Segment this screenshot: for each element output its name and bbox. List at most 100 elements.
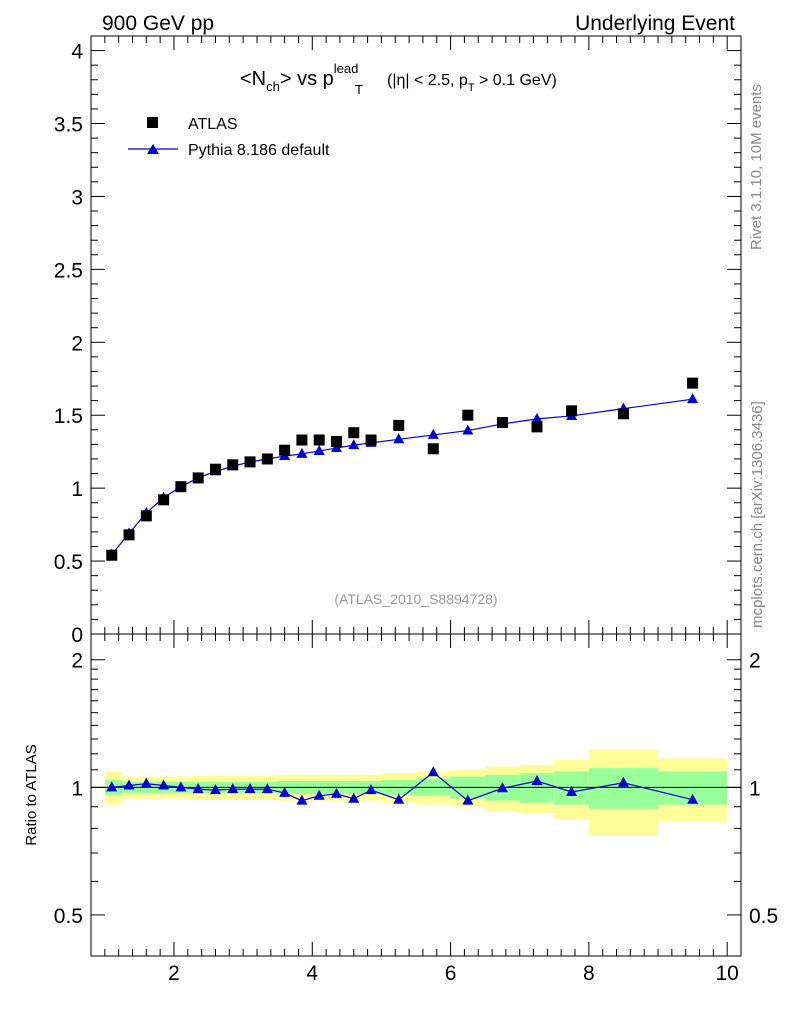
data-point bbox=[227, 459, 239, 471]
mc-point bbox=[296, 447, 308, 458]
main-y-tick-labels: 0 0.5 1 1.5 2 2.5 3 3.5 4 bbox=[54, 41, 84, 647]
ratio-x-tick-label: 10 bbox=[715, 962, 738, 985]
mc-point bbox=[393, 433, 405, 444]
main-y-tick-label: 3.5 bbox=[54, 114, 83, 137]
ratio-mc-point bbox=[158, 779, 170, 790]
data-point bbox=[348, 427, 360, 439]
ratio-mc-point bbox=[462, 794, 474, 805]
data-point bbox=[313, 434, 325, 446]
data-point bbox=[566, 405, 578, 417]
ratio-mc-point bbox=[531, 774, 543, 785]
main-y-tick-label: 2 bbox=[71, 332, 83, 355]
main-axis-ticks bbox=[91, 36, 741, 635]
ratio-mc-point bbox=[261, 783, 273, 794]
ratio-mc-point bbox=[175, 781, 187, 792]
data-point bbox=[123, 529, 135, 541]
mc-point bbox=[313, 444, 325, 455]
ratio-y-tick-label-right: 2 bbox=[749, 650, 761, 673]
title-cond-t-sub: T bbox=[468, 82, 475, 94]
data-point bbox=[393, 419, 405, 431]
legend-atlas-marker bbox=[147, 117, 158, 128]
ratio-mc-point bbox=[566, 785, 578, 796]
ratio-mc-point bbox=[687, 793, 699, 804]
ratio-y-tick-label: 2 bbox=[71, 650, 83, 673]
ratio-mc-point bbox=[227, 783, 239, 794]
legend-pythia-marker bbox=[147, 144, 159, 154]
main-y-tick-label: 0 bbox=[71, 624, 83, 647]
ratio-mc-point bbox=[244, 783, 256, 794]
ratio-x-tick-label: 4 bbox=[306, 962, 318, 985]
ratio-mc-point bbox=[313, 789, 325, 800]
main-y-tick-label: 1 bbox=[71, 478, 83, 501]
ratio-x-tick-label: 6 bbox=[445, 962, 457, 985]
data-point bbox=[261, 453, 273, 465]
header-right-label: Underlying Event bbox=[575, 12, 735, 35]
ratio-mc-point bbox=[496, 782, 508, 793]
data-point bbox=[296, 434, 308, 446]
data-point bbox=[427, 443, 439, 455]
ratio-mc-point bbox=[296, 794, 308, 805]
data-point bbox=[209, 463, 221, 475]
ratio-y-axis-label: Ratio to ATLAS bbox=[23, 744, 40, 845]
ratio-mc-point bbox=[192, 783, 204, 794]
ratio-mc-point bbox=[279, 786, 291, 797]
data-point bbox=[175, 481, 187, 493]
ratio-mc-point bbox=[365, 784, 377, 795]
ratio-y-tick-label: 0.5 bbox=[54, 905, 83, 928]
data-series bbox=[106, 377, 699, 561]
ratio-mc-series bbox=[106, 766, 699, 805]
rivet-label: Rivet 3.1.10, 10M events bbox=[748, 84, 765, 250]
main-y-tick-label: 4 bbox=[71, 41, 83, 64]
ratio-tick-labels: 0.5 0.5 1 1 2 2 2 4 6 8 10 bbox=[54, 650, 778, 985]
ratio-mc-point bbox=[330, 787, 342, 798]
title-condition: (|η| < 2.5, p bbox=[387, 72, 468, 89]
ratio-y-tick-label: 1 bbox=[71, 777, 83, 800]
data-point bbox=[687, 377, 699, 389]
main-y-tick-label: 3 bbox=[71, 186, 83, 209]
ratio-mc-point bbox=[617, 776, 629, 787]
mc-point bbox=[687, 393, 699, 404]
ratio-y-tick-label-right: 1 bbox=[749, 777, 761, 800]
title-prefix: <N bbox=[240, 68, 266, 90]
legend-pythia-label: Pythia 8.186 default bbox=[188, 142, 330, 159]
mc-point bbox=[531, 412, 543, 423]
data-point bbox=[106, 549, 118, 561]
data-point bbox=[531, 421, 543, 433]
mcplots-label: mcplots.cern.ch [arXiv:1306.3436] bbox=[749, 401, 766, 628]
title-lead-sup: lead bbox=[334, 61, 359, 76]
data-point bbox=[617, 408, 629, 420]
plot-title: <Nch> vs plead T(|η| < 2.5, pT > 0.1 GeV) bbox=[240, 61, 557, 97]
mc-point bbox=[462, 424, 474, 435]
data-point bbox=[496, 417, 508, 429]
ratio-mc-point bbox=[427, 766, 439, 777]
mc-point bbox=[427, 428, 439, 439]
main-y-tick-label: 1.5 bbox=[54, 405, 83, 428]
mc-point bbox=[348, 439, 360, 450]
title-mid: > vs p bbox=[280, 68, 334, 90]
ratio-x-tick-label: 8 bbox=[583, 962, 595, 985]
ratio-mc-point bbox=[393, 793, 405, 804]
main-y-tick-label: 0.5 bbox=[54, 551, 83, 574]
ratio-axis-ticks bbox=[91, 634, 741, 957]
data-point bbox=[365, 434, 377, 446]
ratio-mc-point bbox=[123, 779, 135, 790]
analysis-watermark: (ATLAS_2010_S8894728) bbox=[334, 591, 497, 607]
ratio-mc-point bbox=[209, 784, 221, 795]
ratio-x-tick-label: 2 bbox=[168, 962, 180, 985]
data-point bbox=[330, 435, 342, 447]
mc-point bbox=[330, 442, 342, 453]
title-ch-sub: ch bbox=[266, 79, 280, 94]
ratio-mc-point bbox=[140, 777, 152, 788]
legend-atlas-label: ATLAS bbox=[188, 116, 238, 133]
title-t-sub: T bbox=[355, 82, 363, 97]
ratio-mc-point bbox=[348, 792, 360, 803]
data-point bbox=[140, 510, 152, 522]
data-point bbox=[192, 472, 204, 484]
ratio-plot-frame bbox=[90, 633, 742, 957]
main-y-tick-label: 2.5 bbox=[54, 259, 83, 282]
data-point bbox=[279, 444, 291, 456]
data-point bbox=[462, 409, 474, 421]
data-point bbox=[244, 456, 256, 468]
title-cond-close: > 0.1 GeV) bbox=[475, 72, 557, 89]
